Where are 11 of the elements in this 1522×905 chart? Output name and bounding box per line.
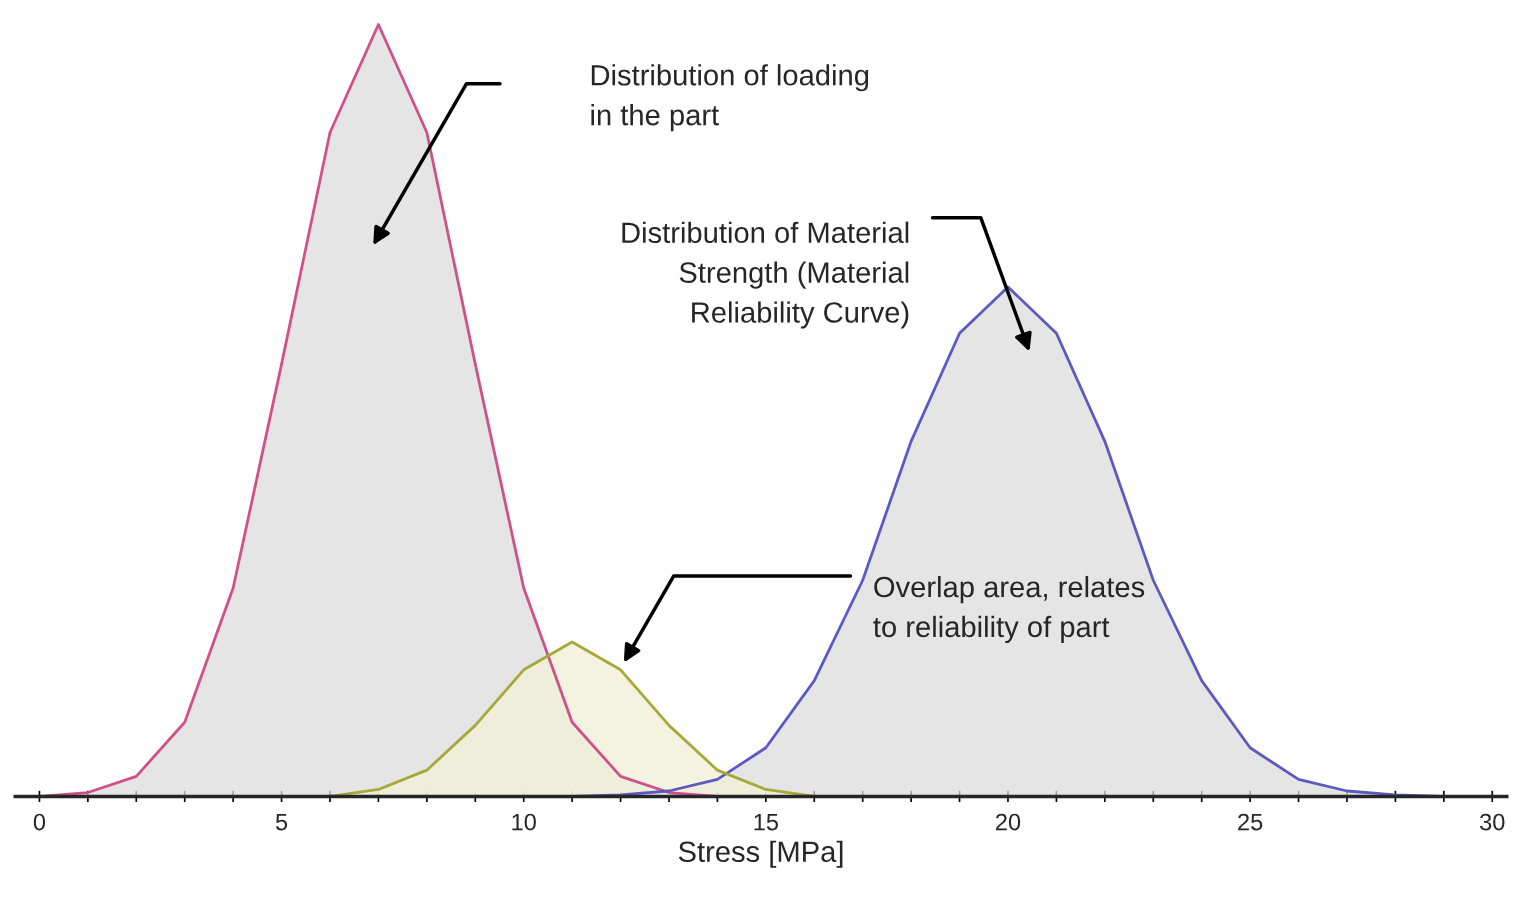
annotation: Distribution of loading in the part — [591, 64, 869, 132]
x-tick-label: 25 — [1238, 813, 1263, 831]
x-axis-title: Stress [MPa] — [678, 840, 843, 868]
x-tick-label: 20 — [996, 813, 1021, 831]
x-tick-label: 0 — [33, 813, 46, 831]
annotation: Distribution of Material Strength (Material Reliability Curve) — [622, 221, 909, 329]
x-tick-label: 30 — [1480, 813, 1505, 831]
x-tick-label: 10 — [512, 813, 536, 831]
x-tick-label: 5 — [275, 813, 288, 831]
x-tick-label: 15 — [754, 813, 778, 831]
annotation: Overlap area, relates to reliability of part — [873, 575, 1145, 643]
